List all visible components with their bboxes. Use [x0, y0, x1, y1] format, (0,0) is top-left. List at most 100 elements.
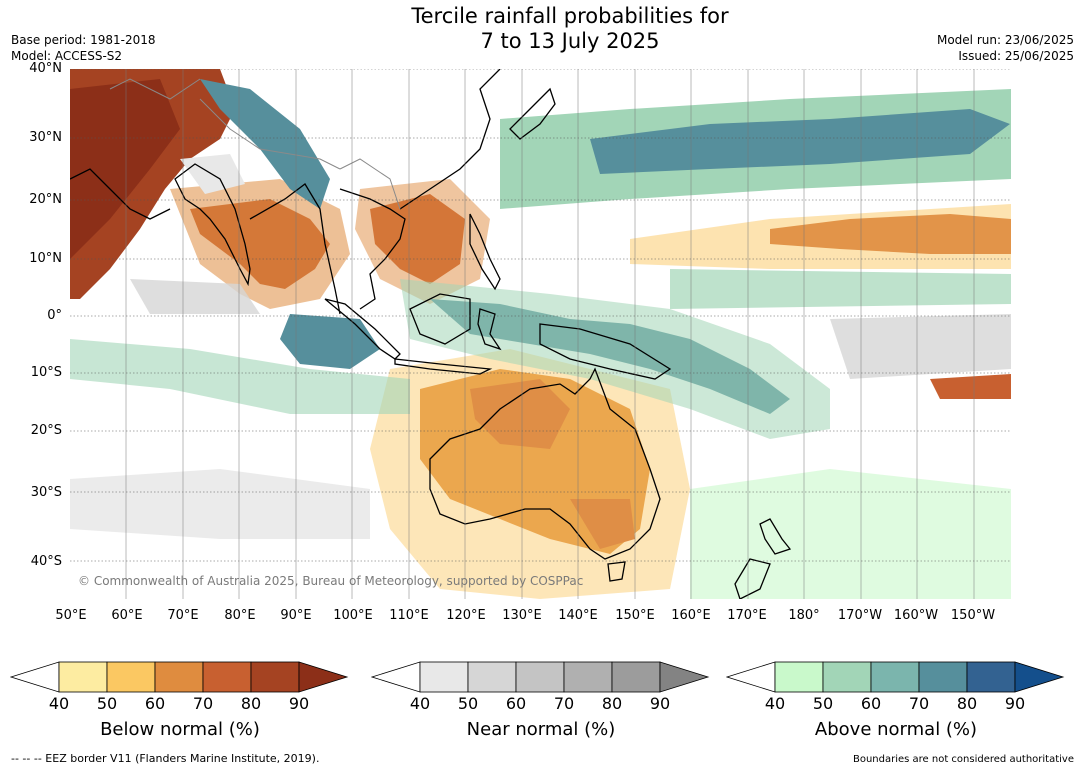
colorbar-near-normal [371, 661, 710, 693]
graticule [70, 69, 1011, 562]
coastline-india [174, 163, 251, 287]
above-tick-40: 40 [764, 694, 786, 713]
lon-label-170w: 170°W [837, 608, 883, 623]
below-segment-70 [202, 661, 252, 693]
lon-label-80e: 80°E [224, 608, 256, 623]
below-tick-50: 50 [96, 694, 118, 713]
below-tick-60: 60 [144, 694, 166, 713]
legend-title-below: Below normal (%) [100, 719, 260, 740]
border-himalaya [199, 98, 341, 170]
legend-title-near: Near normal (%) [466, 719, 616, 740]
base-period-label: Base period: 1981-2018 [11, 33, 156, 47]
near-tick-80: 80 [601, 694, 623, 713]
lat-label-20s: 20°S [30, 423, 62, 438]
lon-label-120e: 120°E [446, 608, 486, 623]
near-segment-80 [611, 661, 661, 693]
lon-label-50e: 50°E [55, 608, 87, 623]
lat-label-30s: 30°S [30, 485, 62, 500]
coastline-bay-of-bengal [249, 183, 341, 315]
issued-label: Issued: 25/06/2025 [958, 49, 1074, 63]
lat-label-10s: 10°S [30, 365, 62, 380]
lon-label-180: 180° [788, 608, 820, 623]
below-normal-region-arabia-inner [70, 79, 180, 259]
copyright-note: © Commonwealth of Australia 2025, Bureau… [78, 574, 584, 588]
lon-label-70e: 70°E [167, 608, 199, 623]
coastline-new-zealand [734, 518, 792, 599]
near-segment-70 [563, 661, 613, 693]
coastline-philippines [469, 213, 501, 291]
above-normal-region-indian-ocean [280, 314, 380, 369]
near-segment-40 [419, 661, 469, 693]
near-normal-region-equatorial-indian [130, 279, 260, 314]
lat-label-30n: 30°N [29, 130, 62, 145]
coastline-tasmania [607, 561, 626, 582]
lon-label-170e: 170°E [727, 608, 767, 623]
above-tick-50: 50 [812, 694, 834, 713]
above-normal-region-tasman [690, 469, 1011, 599]
near-tick-50: 50 [457, 694, 479, 713]
near-extend-low [371, 661, 421, 693]
below-normal-region-australia-core [470, 379, 570, 449]
above-tick-80: 80 [956, 694, 978, 713]
coastline-australia [429, 367, 661, 560]
above-normal-region-himalaya [200, 79, 330, 209]
above-tick-70: 70 [908, 694, 930, 713]
above-tick-60: 60 [860, 694, 882, 713]
lon-label-90e: 90°E [280, 608, 312, 623]
below-segment-50 [106, 661, 156, 693]
above-segment-80 [966, 661, 1016, 693]
coastline-sumatra [324, 298, 401, 360]
legend-title-above: Above normal (%) [814, 719, 978, 740]
below-normal-region-north-pacific-edge [630, 204, 1011, 269]
above-segment-70 [918, 661, 968, 693]
colorbar-above-normal [726, 661, 1065, 693]
colorbar-below-normal [10, 661, 349, 693]
below-tick-70: 70 [192, 694, 214, 713]
title-line-2: 7 to 13 July 2025 [480, 29, 660, 53]
below-normal-region-australia-south [570, 499, 635, 549]
title-line-1: Tercile rainfall probabilities for [411, 4, 729, 28]
near-extend-high [659, 661, 710, 693]
below-segment-60 [154, 661, 204, 693]
above-normal-region-maritime-outer [400, 279, 830, 439]
border-iran [109, 78, 201, 100]
below-tick-80: 80 [240, 694, 262, 713]
coastline-arabia [70, 168, 171, 220]
model-label: Model: ACCESS-S2 [11, 49, 123, 63]
near-tick-90: 90 [649, 694, 671, 713]
lat-label-40s: 40°S [30, 554, 62, 569]
near-tick-60: 60 [505, 694, 527, 713]
near-segment-50 [467, 661, 517, 693]
rainfall-probability-map [70, 69, 1011, 599]
model-run-label: Model run: 23/06/2025 [936, 33, 1074, 47]
below-normal-region-indochina-edge [355, 179, 490, 304]
lon-label-100e: 100°E [333, 608, 373, 623]
meridians [125, 69, 975, 599]
coastline-indochina [339, 188, 406, 310]
lon-label-150e: 150°E [615, 608, 655, 623]
above-extend-high [1014, 661, 1065, 693]
below-extend-low [10, 661, 60, 693]
lon-label-60e: 60°E [111, 608, 143, 623]
near-segment-60 [515, 661, 565, 693]
lon-label-160e: 160°E [671, 608, 711, 623]
near-tick-70: 70 [553, 694, 575, 713]
lon-label-110e: 110°E [389, 608, 429, 623]
lon-label-150w: 150°W [950, 608, 996, 623]
below-segment-80 [250, 661, 300, 693]
boundaries-disclaimer: Boundaries are not considered authoritat… [852, 754, 1074, 765]
base-info: Base period: 1981-2018 Model: ACCESS-S2 [11, 32, 156, 64]
below-normal-region-australia-outer [370, 349, 690, 599]
lat-label-0: 0° [47, 308, 62, 323]
border-china-southeast [339, 158, 401, 210]
lon-label-130e: 130°E [502, 608, 542, 623]
below-segment-40 [58, 661, 108, 693]
above-normal-region-equator-band [670, 269, 1011, 309]
above-segment-60 [870, 661, 920, 693]
lat-label-10n: 10°N [29, 251, 62, 266]
above-segment-40 [774, 661, 824, 693]
lon-label-160w: 160°W [893, 608, 939, 623]
below-tick-90: 90 [288, 694, 310, 713]
near-normal-region-central-pacific [830, 314, 1011, 379]
coastlines [70, 69, 792, 599]
